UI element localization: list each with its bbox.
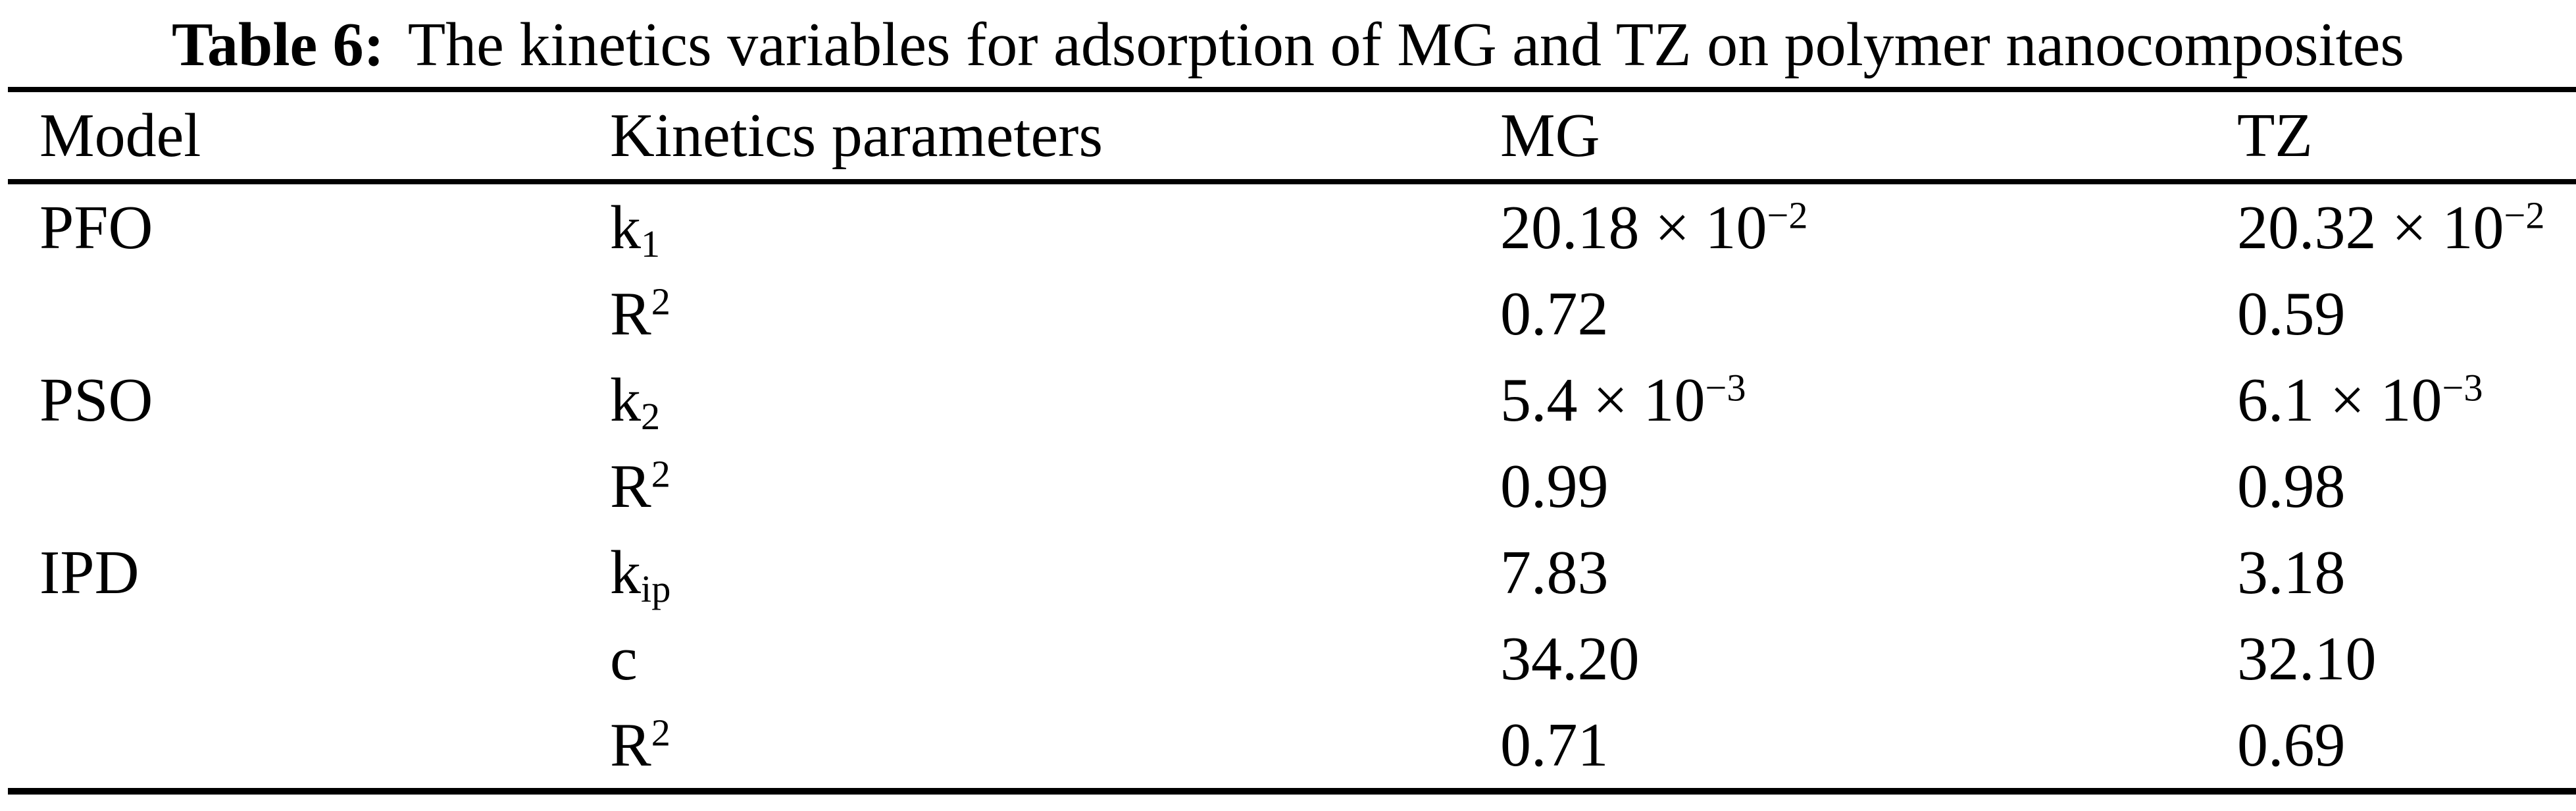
param-base: k [610, 193, 641, 262]
value-mantissa: 0.99 [1500, 452, 1609, 521]
table-caption: Table 6: The kinetics variables for adso… [0, 0, 2576, 87]
header-tz: TZ [2237, 101, 2313, 170]
model-cell: PSO [39, 365, 153, 434]
header-mg: MG [1500, 101, 1600, 170]
value-mantissa: 5.4 × 10 [1500, 365, 1705, 434]
param-cell: R2 [610, 271, 1500, 357]
param-base: k [610, 365, 641, 434]
mg-value-cell: 7.83 [1500, 529, 2237, 615]
tz-value-cell: 0.98 [2237, 443, 2576, 529]
table-row: PSO k2 5.4 × 10−3 6.1 × 10−3 [8, 357, 2576, 443]
value-mantissa: 32.10 [2237, 624, 2377, 693]
tz-value-cell: 6.1 × 10−3 [2237, 357, 2576, 443]
tz-value-cell: 20.32 × 10−2 [2237, 182, 2576, 271]
mg-value-cell: 34.20 [1500, 615, 2237, 702]
param-base: k [610, 538, 641, 607]
value-exponent: −3 [2442, 366, 2483, 409]
param-base: c [610, 624, 638, 693]
kinetics-table: Model Kinetics parameters MG TZ PFO k1 2… [8, 87, 2576, 795]
value-exponent: −3 [1705, 366, 1746, 409]
param-sub: 1 [641, 222, 661, 265]
param-cell: k2 [610, 357, 1500, 443]
value-exponent: −2 [1767, 194, 1808, 237]
value-mantissa: 20.18 × 10 [1500, 193, 1767, 262]
tz-value-cell: 32.10 [2237, 615, 2576, 702]
table-row: PFO k1 20.18 × 10−2 20.32 × 10−2 [8, 182, 2576, 271]
value-mantissa: 34.20 [1500, 624, 1640, 693]
value-mantissa: 0.72 [1500, 279, 1609, 348]
table-row: IPD kip 7.83 3.18 [8, 529, 2576, 615]
table-caption-text: The kinetics variables for adsorption of… [407, 11, 2405, 79]
mg-value-cell: 0.99 [1500, 443, 2237, 529]
param-base: R [610, 452, 651, 521]
header-model: Model [39, 101, 201, 170]
header-row: Model Kinetics parameters MG TZ [8, 90, 2576, 182]
param-cell: k1 [610, 182, 1500, 271]
value-mantissa: 0.98 [2237, 452, 2346, 521]
table-header: Model Kinetics parameters MG TZ [8, 90, 2576, 182]
param-base: R [610, 710, 651, 779]
model-cell [8, 615, 610, 702]
tz-value-cell: 0.59 [2237, 271, 2576, 357]
table-row: R2 0.99 0.98 [8, 443, 2576, 529]
value-mantissa: 3.18 [2237, 538, 2346, 607]
model-cell: IPD [39, 538, 139, 607]
value-mantissa: 0.71 [1500, 710, 1609, 779]
value-mantissa: 7.83 [1500, 538, 1609, 607]
param-base: R [610, 279, 651, 348]
param-sub: 2 [641, 394, 661, 438]
table-row: R2 0.71 0.69 [8, 702, 2576, 791]
table-row: R2 0.72 0.59 [8, 271, 2576, 357]
value-mantissa: 0.69 [2237, 710, 2346, 779]
value-mantissa: 0.59 [2237, 279, 2346, 348]
mg-value-cell: 0.72 [1500, 271, 2237, 357]
table-caption-label: Table 6: [171, 11, 384, 79]
param-cell: kip [610, 529, 1500, 615]
model-cell: PFO [39, 193, 153, 262]
param-sup: 2 [651, 711, 670, 754]
model-cell [8, 443, 610, 529]
table-body: PFO k1 20.18 × 10−2 20.32 × 10−2 R2 0.72… [8, 182, 2576, 791]
mg-value-cell: 5.4 × 10−3 [1500, 357, 2237, 443]
param-cell: R2 [610, 443, 1500, 529]
param-sub: ip [641, 567, 671, 610]
value-mantissa: 20.32 × 10 [2237, 193, 2504, 262]
value-mantissa: 6.1 × 10 [2237, 365, 2442, 434]
tz-value-cell: 0.69 [2237, 702, 2576, 791]
mg-value-cell: 20.18 × 10−2 [1500, 182, 2237, 271]
param-sup: 2 [651, 452, 670, 496]
mg-value-cell: 0.71 [1500, 702, 2237, 791]
tz-value-cell: 3.18 [2237, 529, 2576, 615]
value-exponent: −2 [2504, 194, 2545, 237]
param-sup: 2 [651, 280, 670, 323]
param-cell: c [610, 615, 1500, 702]
model-cell [8, 271, 610, 357]
header-kinetics-parameters: Kinetics parameters [610, 101, 1103, 170]
table-row: c 34.20 32.10 [8, 615, 2576, 702]
param-cell: R2 [610, 702, 1500, 791]
model-cell [8, 702, 610, 791]
